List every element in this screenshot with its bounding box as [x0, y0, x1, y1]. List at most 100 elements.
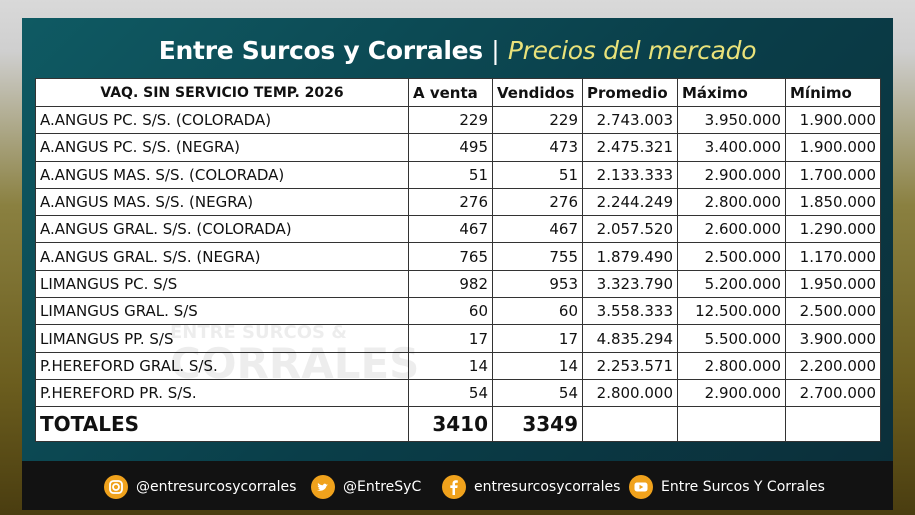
cell: 5.500.000: [677, 324, 786, 353]
totals-label: TOTALES: [35, 406, 409, 443]
cell: 51: [492, 160, 583, 189]
column-header: Vendidos: [492, 78, 583, 107]
cell: 2.800.000: [677, 351, 786, 380]
cell: 2.900.000: [677, 160, 786, 189]
cell: 1.290.000: [785, 215, 881, 244]
cell: 1.879.490: [582, 242, 678, 271]
table-row: P.HEREFORD PR. S/S. 54 54 2.800.000 2.900.00…: [35, 378, 881, 408]
totals-row: TOTALES 3410 3349: [35, 406, 881, 443]
cell: 2.800.000: [582, 378, 678, 408]
row-label: A.ANGUS GRAL. S/S. (COLORADA): [35, 215, 409, 244]
cell: 2.133.333: [582, 160, 678, 189]
cell: 4.835.294: [582, 324, 678, 353]
totals-cell: 3410: [408, 406, 493, 443]
cell: 2.500.000: [677, 242, 786, 271]
twitter-link[interactable]: @EntreSyC: [311, 475, 421, 499]
column-header: VAQ. SIN SERVICIO TEMP. 2026: [35, 78, 409, 107]
cell: 276: [492, 187, 583, 217]
price-table: VAQ. SIN SERVICIO TEMP. 2026 A venta Vendi…: [35, 78, 881, 443]
facebook-link[interactable]: entresurcosycorrales: [442, 475, 620, 499]
table-row: A.ANGUS MAS. S/S. (COLORADA) 51 51 2.133.33…: [35, 160, 881, 189]
empty-cell: [677, 406, 786, 443]
title-main: Entre Surcos y Corrales: [158, 36, 483, 65]
table-row: A.ANGUS PC. S/S. (COLORADA) 229 229 2.743.0…: [35, 105, 881, 135]
cell: 3.558.333: [582, 297, 678, 326]
cell: 467: [492, 215, 583, 244]
row-label: A.ANGUS MAS. S/S. (NEGRA): [35, 187, 409, 217]
column-header: A venta: [408, 78, 493, 107]
cell: 467: [408, 215, 493, 244]
cell: 495: [408, 133, 493, 162]
cell: 2.057.520: [582, 215, 678, 244]
title-sub: Precios del mercado: [507, 36, 757, 65]
table-row: P.HEREFORD GRAL. S/S. 14 14 2.253.571 2.800.…: [35, 351, 881, 380]
cell: 2.253.571: [582, 351, 678, 380]
cell: 2.700.000: [785, 378, 881, 408]
cell: 51: [408, 160, 493, 189]
cell: 3.900.000: [785, 324, 881, 353]
cell: 12.500.000: [677, 297, 786, 326]
cell: 14: [492, 351, 583, 380]
cell: 2.800.000: [677, 187, 786, 217]
twitter-icon: [311, 475, 335, 499]
row-label: LIMANGUS PP. S/S: [35, 324, 409, 353]
cell: 1.170.000: [785, 242, 881, 271]
cell: 2.244.249: [582, 187, 678, 217]
empty-cell: [582, 406, 678, 443]
cell: 2.200.000: [785, 351, 881, 380]
cell: 229: [492, 105, 583, 135]
cell: 3.323.790: [582, 269, 678, 299]
cell: 54: [408, 378, 493, 408]
cell: 2.900.000: [677, 378, 786, 408]
column-header: Mínimo: [785, 78, 881, 107]
cell: 765: [408, 242, 493, 271]
table-row: LIMANGUS GRAL. S/S 60 60 3.558.333 12.500.00…: [35, 297, 881, 326]
cell: 1.700.000: [785, 160, 881, 189]
totals-cell: 3349: [492, 406, 583, 443]
row-label: LIMANGUS GRAL. S/S: [35, 297, 409, 326]
cell: 473: [492, 133, 583, 162]
row-label: A.ANGUS PC. S/S. (COLORADA): [35, 105, 409, 135]
row-label: A.ANGUS PC. S/S. (NEGRA): [35, 133, 409, 162]
instagram-icon: [104, 475, 128, 499]
cell: 2.600.000: [677, 215, 786, 244]
instagram-link[interactable]: @entresurcosycorrales: [104, 475, 296, 499]
cell: 1.900.000: [785, 105, 881, 135]
youtube-link[interactable]: Entre Surcos Y Corrales: [629, 475, 825, 499]
cell: 14: [408, 351, 493, 380]
watermark-line: CORRALES: [170, 339, 420, 388]
row-label: P.HEREFORD PR. S/S.: [35, 378, 409, 408]
cell: 953: [492, 269, 583, 299]
title-separator: |: [491, 36, 500, 65]
cell: 755: [492, 242, 583, 271]
table-row: A.ANGUS GRAL. S/S. (NEGRA) 765 755 1.879.49…: [35, 242, 881, 271]
cell: 276: [408, 187, 493, 217]
column-header: Promedio: [582, 78, 678, 107]
cell: 17: [492, 324, 583, 353]
row-label: A.ANGUS GRAL. S/S. (NEGRA): [35, 242, 409, 271]
cell: 229: [408, 105, 493, 135]
table-row: LIMANGUS PP. S/S 17 17 4.835.294 5.500.000 3.…: [35, 324, 881, 353]
youtube-icon: [629, 475, 653, 499]
cell: 2.500.000: [785, 297, 881, 326]
cell: 60: [492, 297, 583, 326]
table-row: A.ANGUS MAS. S/S. (NEGRA) 276 276 2.244.249…: [35, 187, 881, 217]
cell: 5.200.000: [677, 269, 786, 299]
watermark: ENTRE SURCOS & CORRALES: [170, 322, 419, 388]
cell: 982: [408, 269, 493, 299]
column-header: Máximo: [677, 78, 786, 107]
footer-text: @EntreSyC: [343, 479, 422, 495]
cell: 1.900.000: [785, 133, 881, 162]
cell: 54: [492, 378, 583, 408]
row-label: LIMANGUS PC. S/S: [35, 269, 409, 299]
cell: 1.850.000: [785, 187, 881, 217]
header-row: VAQ. SIN SERVICIO TEMP. 2026 A venta Vendi…: [35, 78, 881, 107]
cell: 17: [408, 324, 493, 353]
table-row: A.ANGUS GRAL. S/S. (COLORADA) 467 467 2.057…: [35, 215, 881, 244]
footer: @entresurcosycorrales @EntreSyC entresur…: [22, 461, 893, 510]
row-label: P.HEREFORD GRAL. S/S.: [35, 351, 409, 380]
cell: 2.743.003: [582, 105, 678, 135]
table-row: LIMANGUS PC. S/S 982 953 3.323.790 5.200.000…: [35, 269, 881, 299]
cell: 3.950.000: [677, 105, 786, 135]
